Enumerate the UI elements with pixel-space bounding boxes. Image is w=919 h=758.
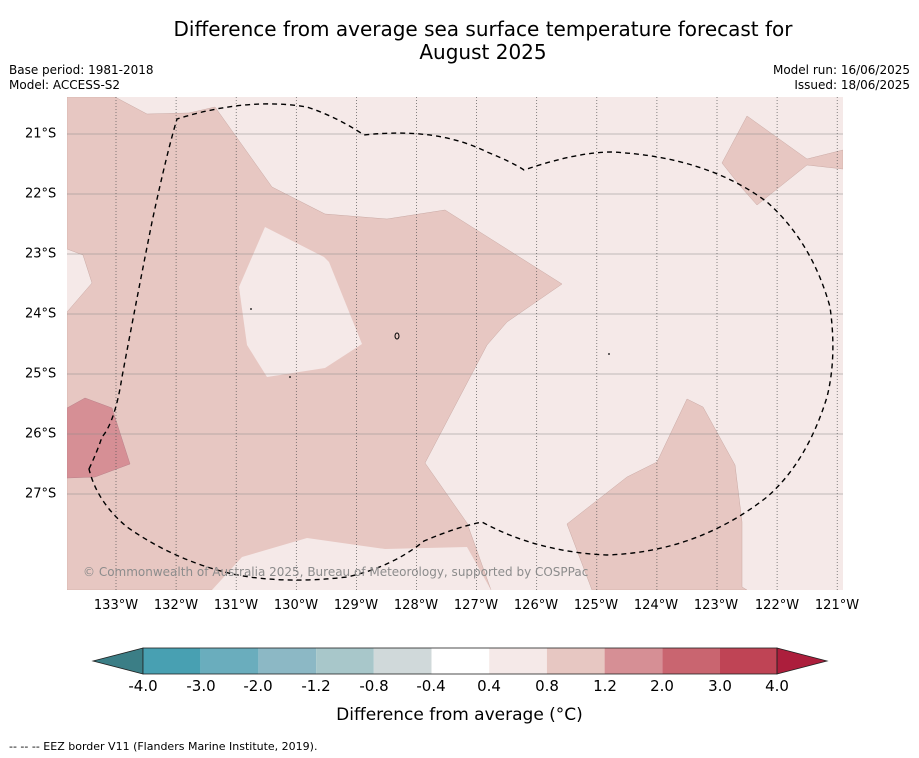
lat-label-23s: 23°S xyxy=(25,246,57,262)
cb-tick-2: -3.0 xyxy=(186,677,216,695)
map-title-line2: August 2025 xyxy=(419,40,547,64)
anomaly-region-southeast xyxy=(566,398,748,590)
cb-tick-7: 0.4 xyxy=(477,677,501,695)
colorbar-frame xyxy=(142,647,778,675)
map-title: Difference from average sea surface temp… xyxy=(0,18,919,64)
map-area xyxy=(67,97,843,590)
lon-label-128w: 128°W xyxy=(393,598,439,613)
cb-tick-10: 2.0 xyxy=(650,677,674,695)
map-title-line1: Difference from average sea surface temp… xyxy=(173,17,793,41)
colorbar-arrow-high xyxy=(776,647,829,675)
colorbar-seg-10 xyxy=(662,648,720,674)
colorbar-arrow-low xyxy=(91,647,144,675)
colorbar-seg-8 xyxy=(546,648,605,674)
cb-tick-4: -1.2 xyxy=(301,677,331,695)
cb-tick-8: 0.8 xyxy=(535,677,559,695)
island-marker xyxy=(394,332,400,340)
lon-label-132w: 132°W xyxy=(153,598,199,613)
colorbar-seg-3 xyxy=(258,648,317,674)
island-dot-1 xyxy=(250,308,252,310)
colorbar-seg-1 xyxy=(143,648,201,674)
cb-tick-12: 4.0 xyxy=(765,677,789,695)
gridlines xyxy=(67,97,843,590)
lon-label-127w: 127°W xyxy=(453,598,499,613)
lat-label-24s: 24°S xyxy=(25,306,57,322)
base-period-text: Base period: 1981-2018 xyxy=(9,63,154,77)
lon-label-131w: 131°W xyxy=(213,598,259,613)
cb-tick-3: -2.0 xyxy=(243,677,273,695)
lon-label-123w: 123°W xyxy=(693,598,739,613)
colorbar-seg-2 xyxy=(200,648,259,674)
cb-tick-6: -0.4 xyxy=(416,677,446,695)
lon-label-125w: 125°W xyxy=(573,598,619,613)
eez-border xyxy=(88,103,834,581)
colorbar-seg-5 xyxy=(373,648,432,674)
colorbar xyxy=(91,647,829,675)
anomaly-region-lowpatch xyxy=(239,227,362,377)
issued-text: Issued: 18/06/2025 xyxy=(794,78,910,92)
lon-label-130w: 130°W xyxy=(273,598,319,613)
lon-label-121w: 121°W xyxy=(814,598,860,613)
anomaly-region-northeast xyxy=(721,115,843,206)
colorbar-seg-7 xyxy=(489,648,547,674)
meta-left: Base period: 1981-2018 Model: ACCESS-S2 xyxy=(9,63,154,93)
lon-label-133w: 133°W xyxy=(93,598,139,613)
lon-label-122w: 122°W xyxy=(754,598,800,613)
cb-tick-9: 1.2 xyxy=(593,677,617,695)
island-dot-2 xyxy=(289,376,291,378)
colorbar-seg-6 xyxy=(431,648,490,674)
lon-label-126w: 126°W xyxy=(513,598,559,613)
lat-label-21s: 21°S xyxy=(25,126,57,142)
colorbar-seg-9 xyxy=(604,648,663,674)
anomaly-region-lowpatch-south xyxy=(212,538,491,590)
map-svg xyxy=(67,97,843,590)
colorbar-seg-4 xyxy=(316,648,374,674)
copyright-watermark: © Commonwealth of Australia 2025, Bureau… xyxy=(83,565,589,579)
meta-right: Model run: 16/06/2025 Issued: 18/06/2025 xyxy=(773,63,910,93)
cb-tick-5: -0.8 xyxy=(359,677,389,695)
model-run-text: Model run: 16/06/2025 xyxy=(772,63,910,77)
colorbar-seg-11 xyxy=(720,648,777,674)
island-dot-3 xyxy=(608,353,610,355)
anomaly-region-strong xyxy=(67,397,131,479)
lat-label-22s: 22°S xyxy=(25,186,57,202)
colorbar-label: Difference from average (°C) xyxy=(336,705,583,725)
lat-label-25s: 25°S xyxy=(25,366,57,382)
eez-footnote: -- -- -- EEZ border V11 (Flanders Marine… xyxy=(9,740,318,753)
cb-tick-1: -4.0 xyxy=(128,677,158,695)
lat-label-26s: 26°S xyxy=(25,426,57,442)
cb-tick-11: 3.0 xyxy=(708,677,732,695)
model-text: Model: ACCESS-S2 xyxy=(9,78,121,92)
lon-label-129w: 129°W xyxy=(333,598,379,613)
lat-label-27s: 27°S xyxy=(25,486,57,502)
lon-label-124w: 124°W xyxy=(633,598,679,613)
